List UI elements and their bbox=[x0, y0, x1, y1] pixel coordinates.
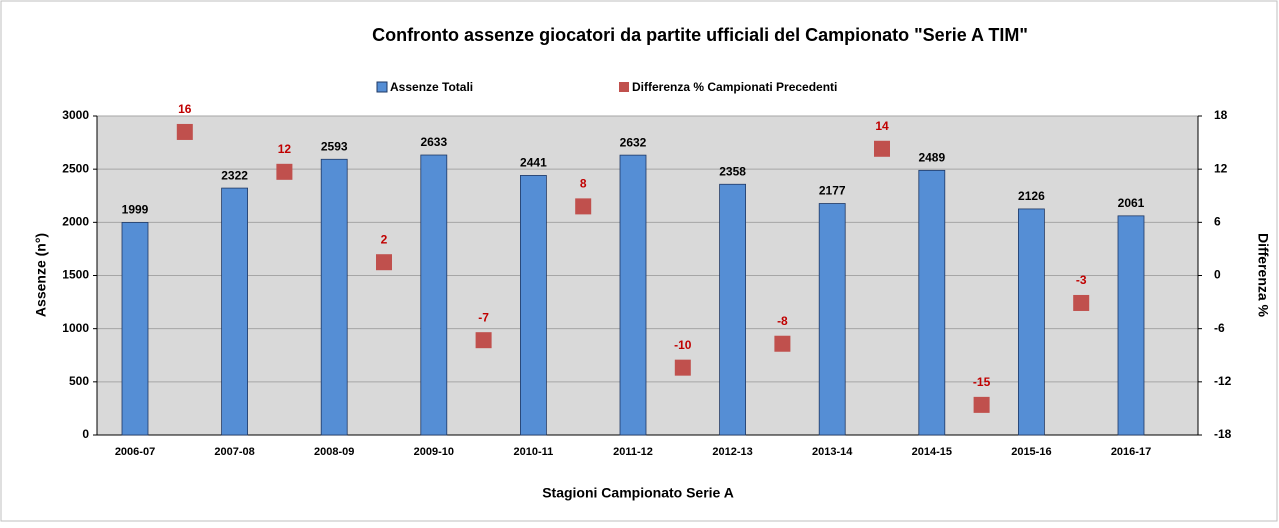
bar-value-label: 2126 bbox=[1018, 189, 1045, 203]
x-tick-label: 2014-15 bbox=[912, 446, 952, 458]
x-tick-label: 2016-17 bbox=[1111, 446, 1151, 458]
bar bbox=[1117, 215, 1145, 436]
bar bbox=[420, 154, 448, 436]
y-tick-label: 1500 bbox=[62, 268, 89, 282]
marker-value-label: 14 bbox=[875, 119, 889, 133]
legend-label: Differenza % Campionati Precedenti bbox=[632, 80, 837, 94]
x-tick-label: 2008-09 bbox=[314, 446, 354, 458]
marker bbox=[674, 359, 691, 376]
y-axis-title: Assenze (n°) bbox=[33, 233, 49, 317]
y2-tick-label: -12 bbox=[1214, 374, 1232, 388]
bar-value-label: 2632 bbox=[620, 135, 647, 149]
marker-value-label: -10 bbox=[674, 338, 692, 352]
marker bbox=[774, 335, 791, 352]
x-tick-label: 2015-16 bbox=[1011, 446, 1051, 458]
marker bbox=[376, 254, 392, 271]
bar-value-label: 1999 bbox=[122, 203, 149, 217]
marker-value-label: -15 bbox=[973, 375, 991, 389]
marker-value-label: 8 bbox=[580, 177, 587, 191]
marker bbox=[575, 198, 592, 215]
marker bbox=[276, 163, 293, 180]
bar bbox=[221, 187, 249, 436]
x-tick-label: 2011-12 bbox=[613, 446, 653, 458]
marker-value-label: 12 bbox=[278, 142, 292, 156]
marker-value-label: 16 bbox=[178, 102, 192, 116]
x-tick-label: 2007-08 bbox=[214, 446, 254, 458]
y-tick-label: 1000 bbox=[62, 321, 89, 335]
x-tick-label: 2006-07 bbox=[115, 446, 155, 458]
bar bbox=[818, 203, 846, 436]
bar bbox=[520, 175, 547, 436]
bar-value-label: 2593 bbox=[321, 139, 348, 153]
marker-value-label: -3 bbox=[1076, 273, 1087, 287]
marker bbox=[475, 332, 492, 349]
y2-tick-label: 6 bbox=[1214, 215, 1221, 229]
y-tick-label: 3000 bbox=[62, 108, 89, 122]
bar-value-label: 2441 bbox=[520, 156, 547, 170]
bar bbox=[121, 222, 149, 436]
y2-tick-label: 18 bbox=[1214, 108, 1228, 122]
x-tick-label: 2013-14 bbox=[812, 446, 853, 458]
y-tick-label: 500 bbox=[69, 374, 89, 388]
y-tick-label: 2500 bbox=[62, 161, 89, 175]
legend-label: Assenze Totali bbox=[390, 80, 473, 94]
marker bbox=[874, 140, 890, 157]
marker bbox=[973, 396, 990, 413]
x-tick-label: 2012-13 bbox=[712, 446, 752, 458]
marker-value-label: -7 bbox=[478, 310, 489, 324]
marker-value-label: -8 bbox=[777, 314, 788, 328]
bar-value-label: 2358 bbox=[719, 164, 746, 178]
bar-value-label: 2061 bbox=[1118, 196, 1145, 210]
y-tick-label: 2000 bbox=[62, 215, 89, 229]
marker-value-label: 2 bbox=[381, 232, 388, 246]
x-tick-label: 2009-10 bbox=[414, 446, 454, 458]
bar bbox=[719, 183, 746, 436]
bar-value-label: 2489 bbox=[918, 151, 945, 165]
bar-value-label: 2322 bbox=[221, 168, 248, 182]
y2-axis-title: Differenza % bbox=[1255, 233, 1271, 318]
y2-tick-label: -18 bbox=[1214, 427, 1232, 441]
bar bbox=[1018, 208, 1045, 436]
y2-tick-label: 12 bbox=[1214, 161, 1228, 175]
legend-swatch bbox=[619, 82, 629, 92]
bar bbox=[320, 158, 348, 436]
y2-tick-label: 0 bbox=[1214, 268, 1221, 282]
marker bbox=[176, 123, 193, 140]
chart-title: Confronto assenze giocatori da partite u… bbox=[372, 25, 1028, 45]
bar bbox=[619, 154, 647, 436]
x-axis-title: Stagioni Campionato Serie A bbox=[542, 485, 734, 501]
bar-value-label: 2633 bbox=[420, 135, 447, 149]
marker bbox=[1073, 294, 1090, 311]
bar-value-label: 2177 bbox=[819, 184, 846, 198]
bar bbox=[918, 169, 946, 436]
y2-tick-label: -6 bbox=[1214, 321, 1225, 335]
x-tick-label: 2010-11 bbox=[514, 446, 554, 458]
y-tick-label: 0 bbox=[82, 427, 89, 441]
legend-swatch bbox=[376, 81, 388, 93]
